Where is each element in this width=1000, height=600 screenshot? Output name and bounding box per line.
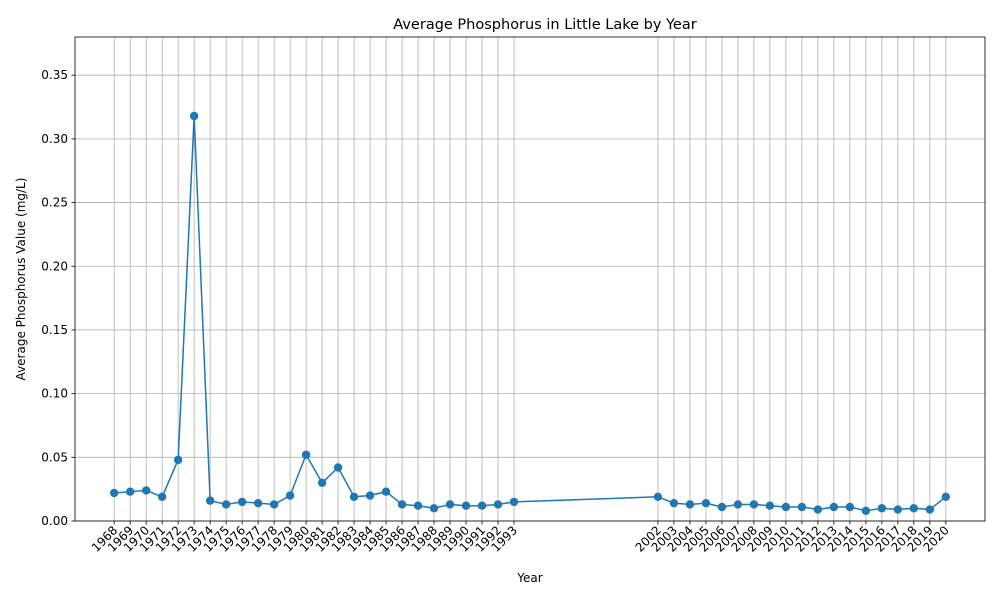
- data-point: [285, 491, 295, 500]
- data-point: [733, 500, 743, 509]
- data-point: [717, 502, 727, 512]
- data-point: [509, 497, 519, 507]
- data-point: [477, 501, 487, 510]
- data-point: [909, 504, 919, 513]
- data-point: [797, 502, 807, 512]
- data-point: [221, 500, 231, 509]
- data-point: [125, 487, 135, 496]
- data-point: [109, 488, 119, 498]
- series-layer: [109, 111, 951, 516]
- data-point: [317, 478, 327, 487]
- data-point: [397, 500, 407, 509]
- data-point: [205, 496, 215, 505]
- data-point: [333, 463, 343, 472]
- data-point: [237, 497, 247, 507]
- data-point: [829, 502, 839, 512]
- y-tick-label: 0.05: [41, 450, 68, 464]
- data-point: [141, 486, 151, 495]
- data-point: [157, 492, 167, 501]
- data-point: [445, 500, 455, 509]
- data-point: [381, 487, 391, 496]
- data-point: [653, 492, 663, 501]
- data-point: [349, 492, 359, 501]
- data-point: [365, 491, 375, 500]
- y-axis-label: Average Phosphorus Value (mg/L): [14, 178, 28, 381]
- data-point: [845, 502, 855, 512]
- y-tick-label: 0.10: [41, 387, 68, 401]
- data-point: [925, 505, 935, 514]
- y-axis-ticks: 0.00 0.05 0.10 0.15 0.20 0.25 0.30 0.35: [41, 68, 75, 528]
- y-tick-label: 0.25: [41, 196, 68, 210]
- data-point: [269, 500, 279, 509]
- data-point: [877, 504, 887, 513]
- x-axis-label: Year: [516, 571, 542, 585]
- data-point: [461, 501, 471, 510]
- y-tick-label: 0.00: [41, 514, 68, 528]
- data-point: [669, 498, 679, 508]
- data-point: [813, 505, 823, 514]
- data-point: [413, 501, 423, 510]
- data-point: [765, 501, 775, 510]
- grid-lines: [75, 37, 985, 522]
- data-point: [253, 498, 263, 508]
- y-tick-label: 0.20: [41, 259, 68, 273]
- plot-area-frame: [74, 36, 986, 522]
- data-point: [301, 450, 311, 459]
- data-point: [893, 505, 903, 514]
- data-point: [861, 506, 871, 516]
- y-tick-label: 0.35: [41, 68, 68, 82]
- chart-title: Average Phosphorus in Little Lake by Yea…: [393, 17, 696, 33]
- data-point: [685, 500, 695, 509]
- data-point: [493, 500, 503, 509]
- data-point: [189, 111, 199, 121]
- data-point: [701, 498, 711, 508]
- data-point: [941, 492, 951, 501]
- data-point: [429, 504, 439, 513]
- y-tick-label: 0.15: [41, 323, 68, 337]
- y-tick-label: 0.30: [41, 132, 68, 146]
- data-point: [781, 502, 791, 512]
- data-point: [173, 455, 183, 465]
- data-point: [749, 500, 759, 509]
